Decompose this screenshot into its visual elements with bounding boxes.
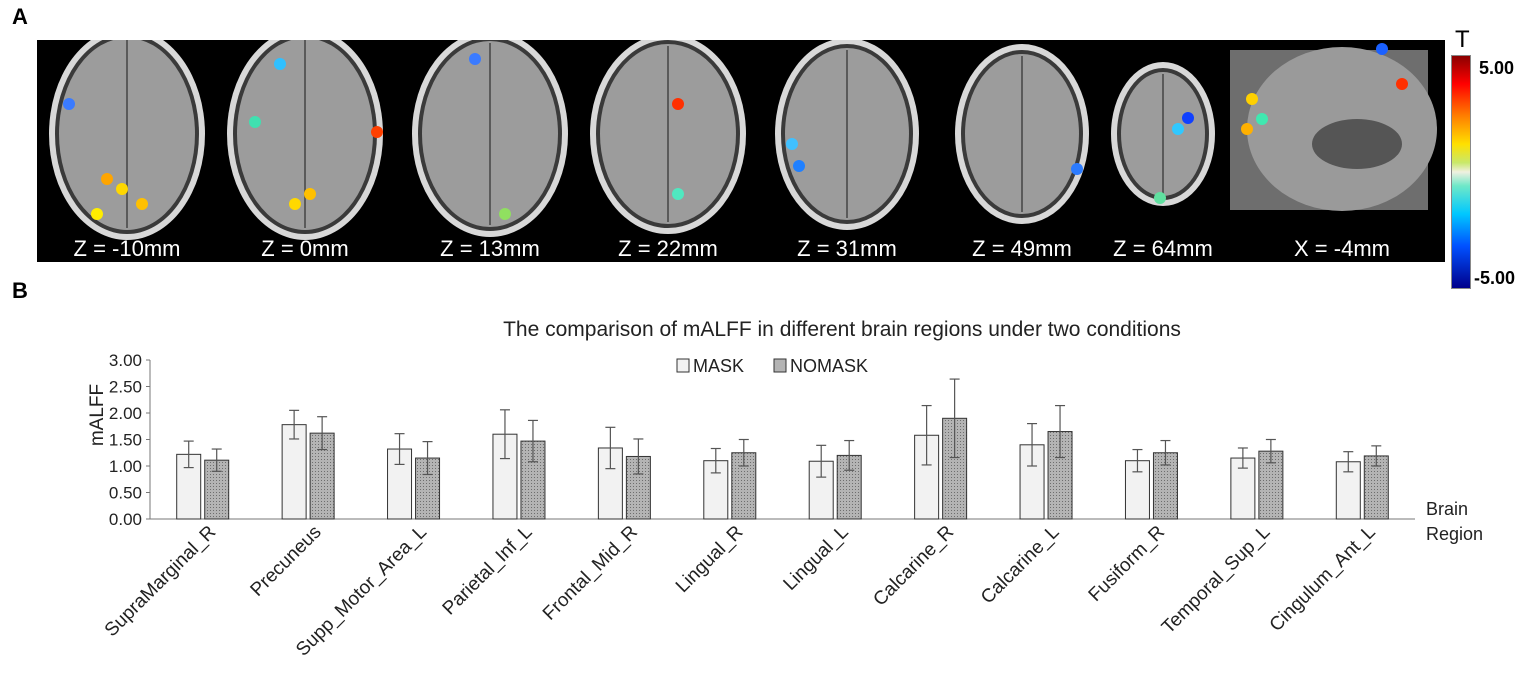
error-bar-mask [499, 409, 510, 460]
error-bar-nomask [422, 441, 433, 476]
error-bar-nomask [317, 416, 328, 451]
y-tick-label: 0.00 [109, 510, 142, 529]
error-bar-mask [1343, 451, 1354, 473]
error-bar-mask [1237, 447, 1248, 469]
x-tick-label: Parietal_Inf_L [439, 522, 537, 620]
slice-label: Z = -10mm [74, 236, 181, 261]
chart-title: The comparison of mALFF in different bra… [503, 318, 1181, 341]
y-tick-label: 0.50 [109, 484, 142, 503]
panel-label-a: A [12, 4, 28, 29]
x-axis-label-line1: Brain [1426, 499, 1468, 519]
colorbar-title: T [1455, 26, 1470, 53]
error-bar-nomask [1160, 439, 1171, 466]
error-bar-mask [710, 447, 721, 474]
legend-label-mask: MASK [693, 356, 744, 376]
legend-label-nomask: NOMASK [790, 356, 868, 376]
bar-mask [281, 424, 307, 520]
x-tick-label: Precuneus [247, 522, 326, 601]
error-bar-mask [1132, 448, 1143, 473]
brain-slice-6: Z = 49mm [955, 44, 1089, 261]
x-tick-label: Fusiform_R [1085, 522, 1169, 606]
x-tick-label: SupraMarginal_R [101, 522, 220, 641]
brain-slice-8: X = -4mm [1230, 43, 1437, 261]
slice-label: X = -4mm [1294, 236, 1390, 261]
slice-label: Z = 22mm [618, 236, 718, 261]
slice-label: Z = 64mm [1113, 236, 1213, 261]
brain-slice-4: Z = 22mm [590, 34, 746, 261]
brain-slice-3: Z = 13mm [412, 31, 568, 261]
panel-label-b: B [12, 278, 28, 303]
x-tick-label: Calcarine_L [977, 522, 1064, 609]
error-bar-mask [1027, 422, 1038, 467]
colorbar-min-label: -5.00 [1474, 268, 1516, 288]
error-bar-mask [183, 440, 194, 469]
x-tick-label: Calcarine_R [869, 522, 958, 611]
x-tick-label: Temporal_Sup_L [1158, 522, 1274, 638]
y-tick-label: 2.00 [109, 404, 142, 423]
bar-mask [387, 448, 413, 520]
error-bar-mask [394, 433, 405, 466]
error-bar-nomask [844, 439, 855, 471]
brain-slice-strip: Z = -10mm Z = 0mm Z = 13mm Z = 22mm Z = 31mm… [37, 28, 1445, 262]
y-tick-label: 1.50 [109, 431, 142, 450]
brain-slice-5: Z = 31mm [775, 38, 919, 261]
error-bar-nomask [738, 438, 749, 467]
chart-legend: MASK NOMASK [676, 356, 868, 376]
error-bar-nomask [633, 438, 644, 475]
x-tick-label: Frontal_Mid_R [539, 522, 642, 625]
error-bar-nomask [949, 378, 960, 459]
y-tick-label: 2.50 [109, 378, 142, 397]
slice-label: Z = 13mm [440, 236, 540, 261]
error-bar-nomask [1371, 445, 1382, 467]
y-tick-label: 1.00 [109, 457, 142, 476]
x-axis-label-line2: Region [1426, 524, 1483, 544]
error-bar-nomask [1265, 438, 1276, 464]
slice-label: Z = 0mm [261, 236, 348, 261]
x-tick-label: Lingual_L [780, 522, 853, 595]
error-bar-mask [289, 409, 300, 440]
y-axis-label: mALFF [87, 384, 108, 446]
brain-slice-1: Z = -10mm [49, 28, 205, 261]
brain-slice-7: Z = 64mm [1111, 62, 1215, 261]
y-tick-label: 3.00 [109, 351, 142, 370]
malff-bar-chart: 0.00 0.50 1.00 1.50 2.00 2.50 3.00 SupraMargin… [87, 318, 1483, 661]
brain-slice-images: Z = -10mm Z = 0mm Z = 13mm Z = 22mm Z = 31mm… [49, 28, 1437, 261]
legend-swatch-mask [676, 358, 690, 373]
x-tick-label: Lingual_R [672, 522, 747, 597]
slice-label: Z = 31mm [797, 236, 897, 261]
x-tick-label: Cingulum_Ant_L [1266, 522, 1380, 636]
slice-label: Z = 49mm [972, 236, 1072, 261]
error-bar-nomask [1055, 404, 1066, 459]
t-value-colorbar [1451, 55, 1471, 289]
legend-swatch-nomask [773, 358, 787, 373]
brain-slice-2: Z = 0mm [227, 28, 383, 261]
error-bar-mask [921, 404, 932, 466]
error-bar-mask [605, 426, 616, 470]
colorbar-max-label: 5.00 [1479, 58, 1515, 78]
error-bar-nomask [211, 448, 222, 472]
error-bar-mask [816, 444, 827, 478]
error-bar-nomask [527, 419, 538, 463]
